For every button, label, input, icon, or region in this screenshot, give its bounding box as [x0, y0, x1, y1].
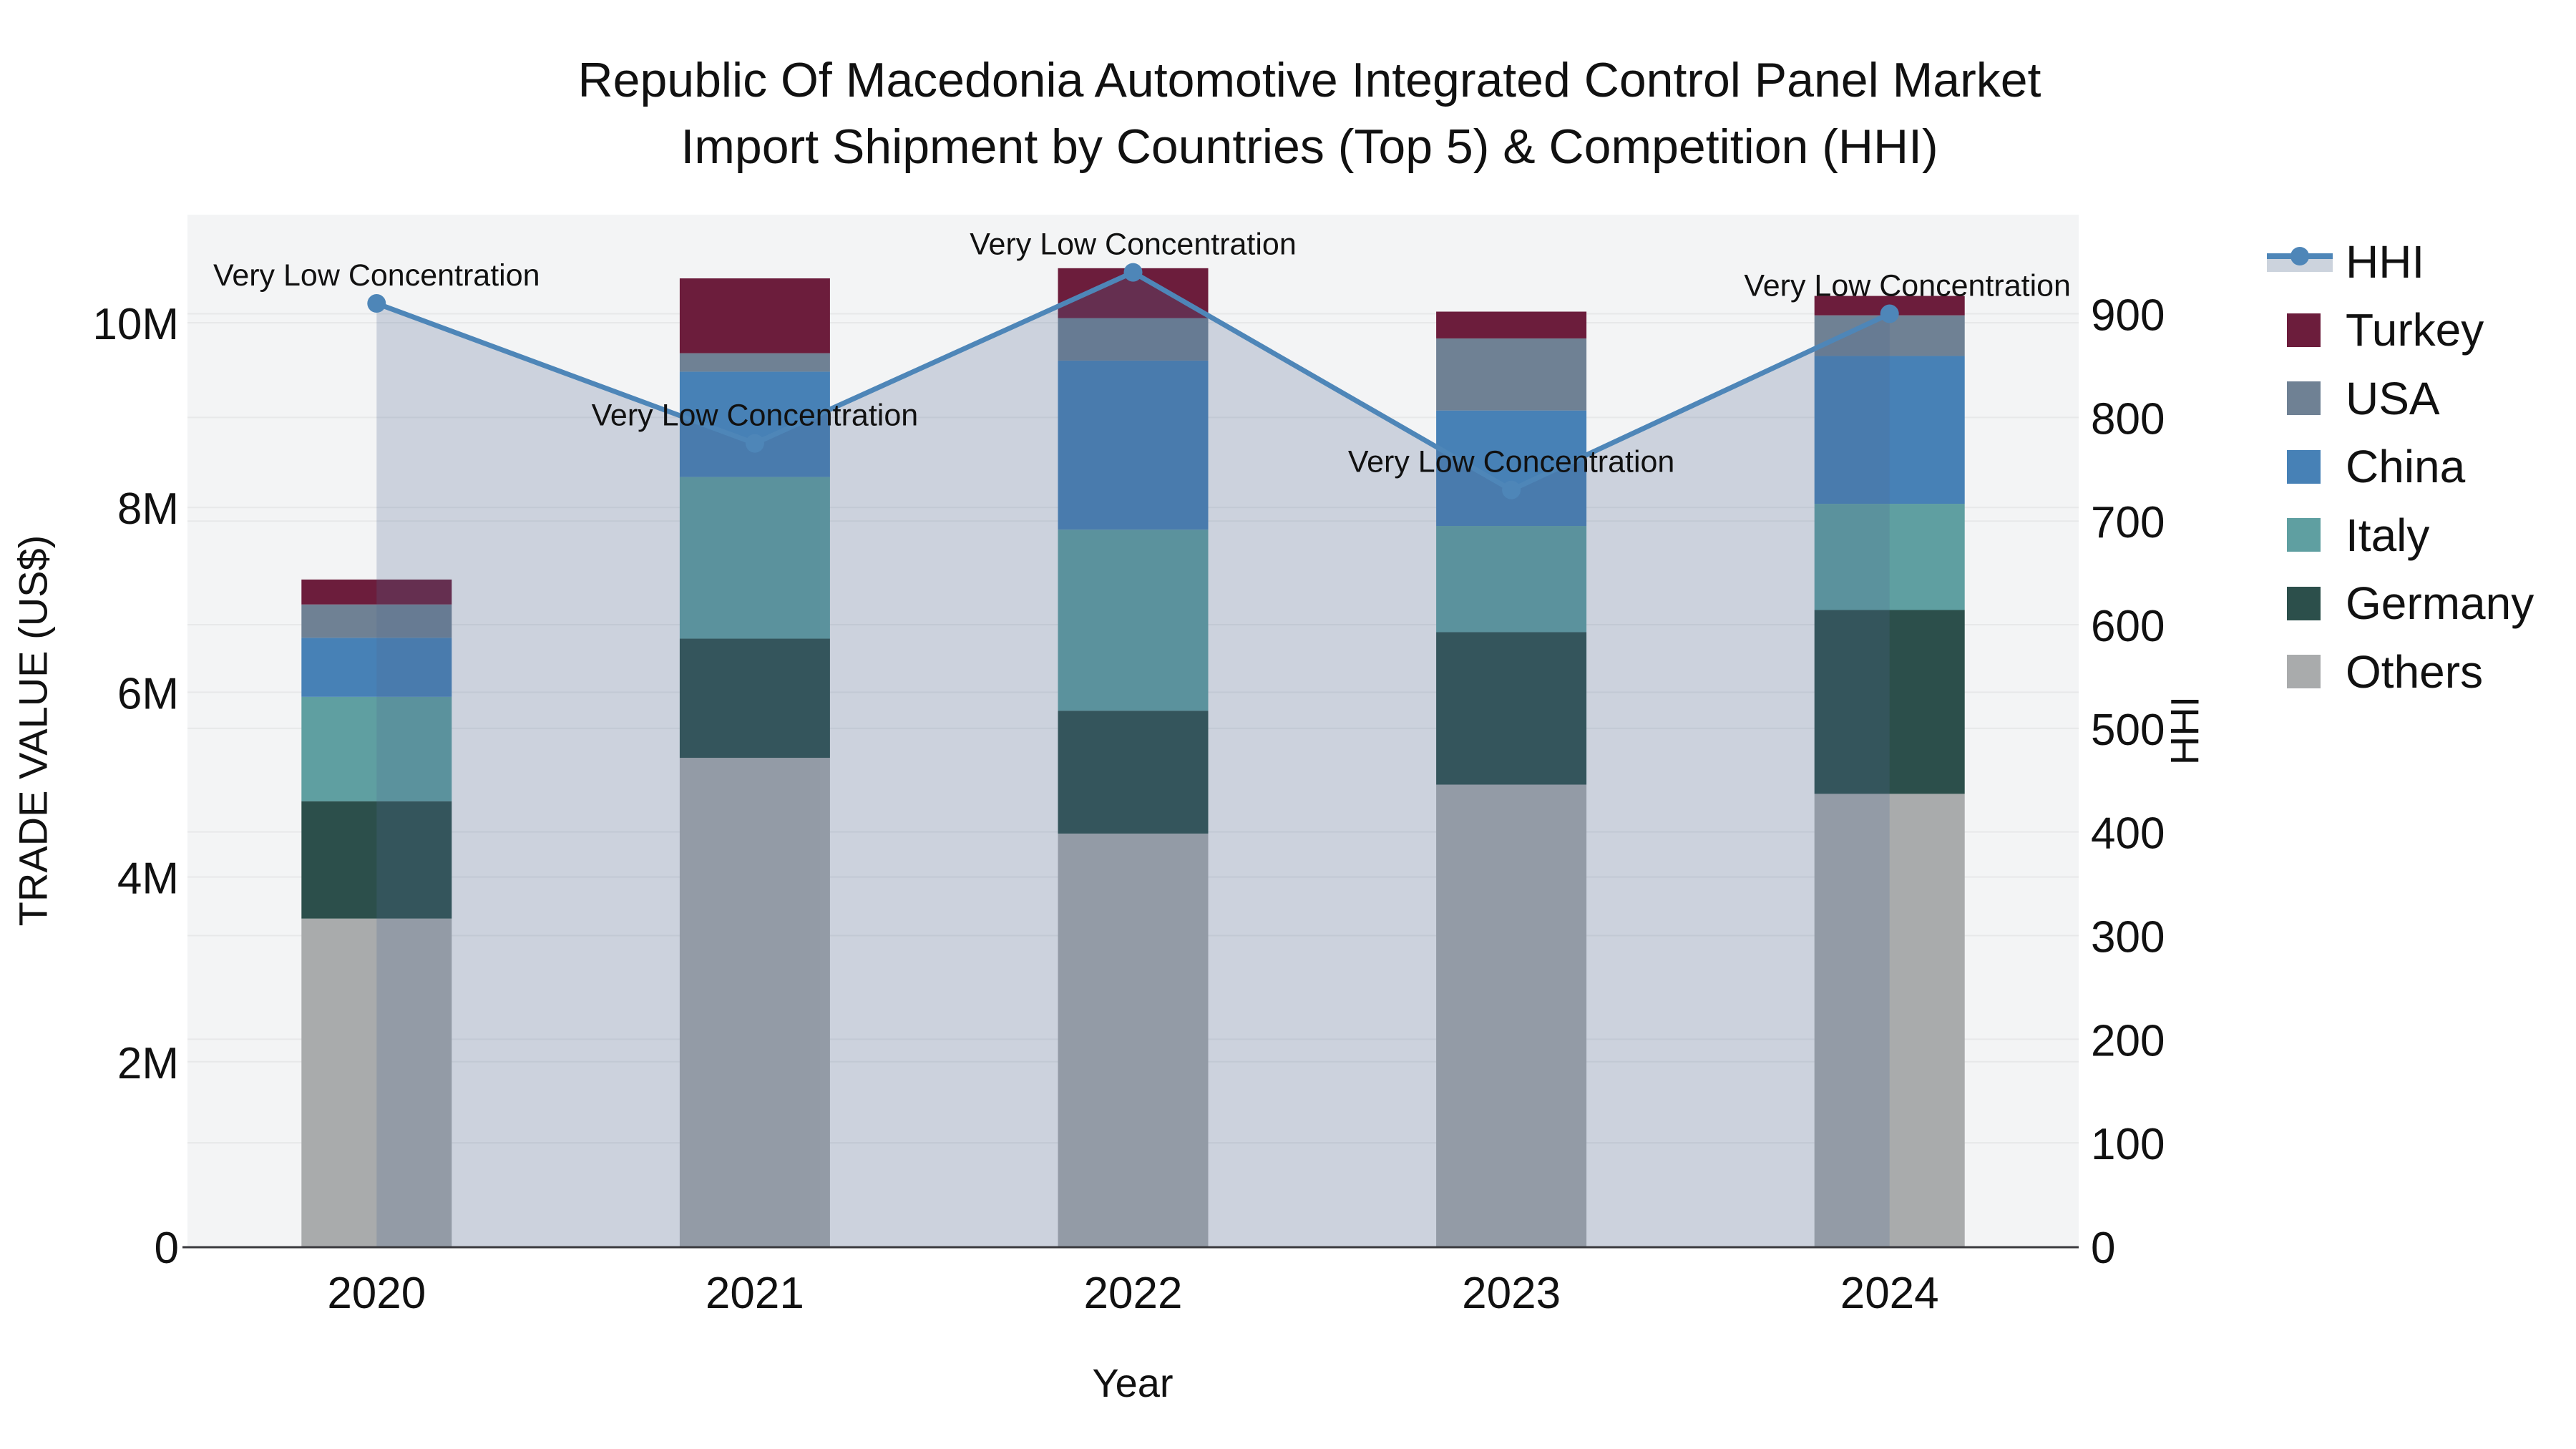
- bar-segment-germany-2021[interactable]: [679, 638, 830, 758]
- legend-swatch-icon: [2267, 313, 2346, 347]
- right-tick-900: 900: [2091, 291, 2165, 341]
- x-tick-2020: 2020: [327, 1269, 426, 1318]
- bar-segment-italy-2022[interactable]: [1058, 530, 1209, 711]
- legend-swatch-icon: [2287, 449, 2321, 484]
- hhi-marker-2020[interactable]: [367, 294, 386, 313]
- y-axis-title-left: TRADE VALUE (US$): [10, 535, 56, 927]
- bar-segment-others-2021[interactable]: [679, 758, 830, 1246]
- bar-segment-others-2023[interactable]: [1436, 784, 1587, 1247]
- right-tick-600: 600: [2091, 602, 2165, 651]
- y-axis-title-right: HHI: [2162, 696, 2207, 766]
- bar-segment-usa-2022[interactable]: [1058, 318, 1209, 361]
- annotation-2024: Very Low Concentration: [1744, 269, 2071, 303]
- bar-segment-germany-2024[interactable]: [1814, 610, 1965, 794]
- annotation-2022: Very Low Concentration: [970, 228, 1297, 262]
- bar-segment-germany-2023[interactable]: [1436, 632, 1587, 785]
- legend-label: USA: [2346, 372, 2440, 424]
- legend-swatch-icon: [2267, 381, 2346, 416]
- legend-label: Others: [2346, 645, 2484, 698]
- hhi-area-fill: [376, 272, 1890, 1246]
- left-tick-0: 0: [155, 1224, 179, 1273]
- annotation-2023: Very Low Concentration: [1348, 445, 1675, 479]
- bar-segment-usa-2020[interactable]: [301, 604, 452, 638]
- chart-title-line2: Import Shipment by Countries (Top 5) & C…: [680, 119, 1938, 174]
- hhi-marker-2021[interactable]: [745, 434, 764, 453]
- legend-label: Turkey: [2346, 304, 2484, 356]
- bar-segment-others-2022[interactable]: [1058, 833, 1209, 1246]
- annotation-2021: Very Low Concentration: [592, 399, 919, 433]
- legend-swatch-icon: [2287, 381, 2321, 416]
- x-tick-2023: 2023: [1462, 1269, 1561, 1318]
- bar-segment-italy-2024[interactable]: [1814, 504, 1965, 610]
- legend-swatch-icon: [2267, 518, 2346, 552]
- bar-segment-italy-2023[interactable]: [1436, 526, 1587, 633]
- legend-swatch-icon: [2287, 518, 2321, 552]
- right-tick-0: 0: [2091, 1224, 2115, 1273]
- legend-label: Italy: [2346, 509, 2430, 561]
- left-tick-2M: 2M: [117, 1039, 179, 1088]
- bar-segment-usa-2021[interactable]: [679, 353, 830, 372]
- legend-swatch-icon: [2287, 655, 2321, 689]
- legend-item-turkey[interactable]: Turkey: [2267, 296, 2534, 365]
- legend-swatch-icon: [2287, 586, 2321, 620]
- x-tick-2021: 2021: [706, 1269, 804, 1318]
- legend: HHI Turkey USA China Italy Germany Others: [2267, 228, 2534, 706]
- bar-segment-italy-2021[interactable]: [679, 477, 830, 639]
- legend-item-usa[interactable]: USA: [2267, 364, 2534, 433]
- hhi-marker-2023[interactable]: [1502, 480, 1521, 499]
- left-tick-4M: 4M: [117, 854, 179, 904]
- left-tick-10M: 10M: [92, 300, 179, 349]
- bar-segment-china-2024[interactable]: [1814, 356, 1965, 504]
- bar-segment-germany-2020[interactable]: [301, 801, 452, 919]
- bar-segment-turkey-2021[interactable]: [679, 278, 830, 353]
- legend-swatch-icon: [2267, 586, 2346, 620]
- legend-label: China: [2346, 441, 2466, 493]
- bar-segment-china-2020[interactable]: [301, 638, 452, 697]
- bar-segment-italy-2020[interactable]: [301, 696, 452, 801]
- legend-swatch-icon: [2267, 449, 2346, 484]
- bar-segment-others-2020[interactable]: [301, 918, 452, 1246]
- right-tick-500: 500: [2091, 706, 2165, 755]
- hhi-line-sample-icon: [2267, 245, 2333, 278]
- bar-segment-turkey-2020[interactable]: [301, 579, 452, 605]
- annotation-2020: Very Low Concentration: [213, 258, 540, 293]
- hhi-marker-2024[interactable]: [1880, 304, 1899, 323]
- x-tick-2024: 2024: [1840, 1269, 1939, 1318]
- legend-label: Germany: [2346, 577, 2534, 630]
- right-tick-300: 300: [2091, 913, 2165, 962]
- right-tick-800: 800: [2091, 394, 2165, 444]
- legend-item-hhi[interactable]: HHI: [2267, 228, 2534, 296]
- legend-item-china[interactable]: China: [2267, 433, 2534, 502]
- bar-segment-others-2024[interactable]: [1814, 794, 1965, 1246]
- x-axis-title: Year: [1092, 1360, 1174, 1405]
- bar-segment-turkey-2023[interactable]: [1436, 311, 1587, 338]
- chart-title: Republic Of Macedonia Automotive Integra…: [578, 47, 2041, 180]
- right-tick-700: 700: [2091, 498, 2165, 547]
- right-tick-200: 200: [2091, 1016, 2165, 1065]
- bar-segment-usa-2023[interactable]: [1436, 338, 1587, 411]
- right-tick-100: 100: [2091, 1120, 2165, 1169]
- legend-item-germany[interactable]: Germany: [2267, 570, 2534, 638]
- chart-title-line1: Republic Of Macedonia Automotive Integra…: [577, 53, 2041, 107]
- hhi-line-sample-icon: [2267, 245, 2346, 278]
- legend-label: HHI: [2346, 235, 2425, 288]
- x-tick-2022: 2022: [1084, 1269, 1183, 1318]
- legend-item-others[interactable]: Others: [2267, 638, 2534, 706]
- legend-swatch-icon: [2267, 655, 2346, 689]
- bar-segment-germany-2022[interactable]: [1058, 711, 1209, 834]
- bar-segment-china-2022[interactable]: [1058, 360, 1209, 530]
- legend-swatch-icon: [2287, 313, 2321, 347]
- right-tick-400: 400: [2091, 809, 2165, 859]
- legend-item-italy[interactable]: Italy: [2267, 501, 2534, 570]
- hhi-marker-2022[interactable]: [1123, 263, 1143, 282]
- left-tick-6M: 6M: [117, 669, 179, 718]
- left-tick-8M: 8M: [117, 484, 179, 534]
